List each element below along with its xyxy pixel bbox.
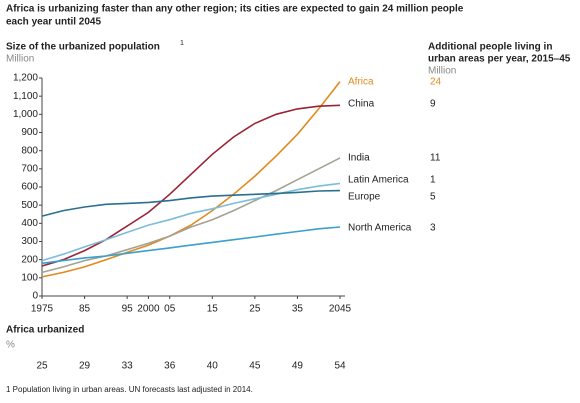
x-tick-label: 85	[79, 304, 91, 315]
y-tick-label: 1,200	[13, 73, 38, 84]
x-tick-label: 05	[164, 304, 176, 315]
legend-label: Latin America	[348, 175, 409, 186]
urbanized-unit: %	[6, 340, 15, 351]
legend-label: India	[348, 153, 370, 164]
additional-value: 3	[430, 223, 436, 234]
subtitle: Size of the urbanized population	[6, 42, 160, 53]
additional-value: 9	[430, 99, 436, 110]
urbanized-value: 40	[207, 361, 219, 372]
series-line	[41, 81, 341, 278]
series-line	[41, 226, 341, 265]
additional-value: 5	[430, 192, 436, 203]
right-header: urban areas per year, 2015–45	[428, 54, 571, 65]
urbanized-value: 49	[292, 361, 304, 372]
urbanized-value: 36	[164, 361, 176, 372]
series-line	[41, 157, 341, 274]
x-tick-label: 15	[207, 304, 219, 315]
y-tick-label: 1,000	[13, 109, 38, 120]
footnote-mark: 1	[180, 40, 184, 47]
footnote: 1 Population living in urban areas. UN f…	[6, 385, 253, 394]
y-tick-label: 600	[21, 182, 38, 193]
y-tick-label: 200	[21, 254, 38, 265]
series-line	[41, 104, 341, 267]
additional-value: 1	[430, 175, 436, 186]
legend-label: Europe	[348, 192, 381, 203]
right-unit: Million	[428, 66, 456, 77]
y-tick-label: 300	[21, 236, 38, 247]
x-tick-label: 25	[249, 304, 261, 315]
y-tick-label: 0	[32, 291, 38, 302]
urbanized-value: 45	[249, 361, 261, 372]
x-tick-label: 2045	[329, 304, 352, 315]
legend-label: Africa	[348, 77, 374, 88]
y-tick-label: 100	[21, 272, 38, 283]
y-tick-label: 700	[21, 163, 38, 174]
urbanized-value: 25	[36, 361, 48, 372]
y-tick-label: 1,100	[13, 91, 38, 102]
legend-label: China	[348, 99, 375, 110]
x-tick-label: 2000	[137, 304, 160, 315]
y-tick-label: 500	[21, 200, 38, 211]
right-header: Additional people living in	[428, 42, 552, 53]
legend-label: North America	[348, 223, 412, 234]
series-line	[41, 189, 341, 217]
y-tick-label: 800	[21, 145, 38, 156]
additional-value: 24	[430, 77, 442, 88]
x-tick-label: 35	[292, 304, 304, 315]
urbanized-title: Africa urbanized	[6, 325, 84, 336]
y-unit: Million	[6, 54, 34, 65]
y-tick-label: 900	[21, 127, 38, 138]
urbanized-value: 33	[122, 361, 134, 372]
urbanized-value: 54	[334, 361, 346, 372]
y-tick-label: 400	[21, 218, 38, 229]
chart-title: each year until 2045	[6, 17, 101, 28]
x-tick-label: 1975	[31, 304, 54, 315]
series-line	[41, 182, 341, 262]
urbanized-value: 29	[79, 361, 91, 372]
x-tick-label: 95	[122, 304, 134, 315]
chart-title: Africa is urbanizing faster than any oth…	[6, 4, 464, 15]
additional-value: 11	[430, 153, 441, 164]
